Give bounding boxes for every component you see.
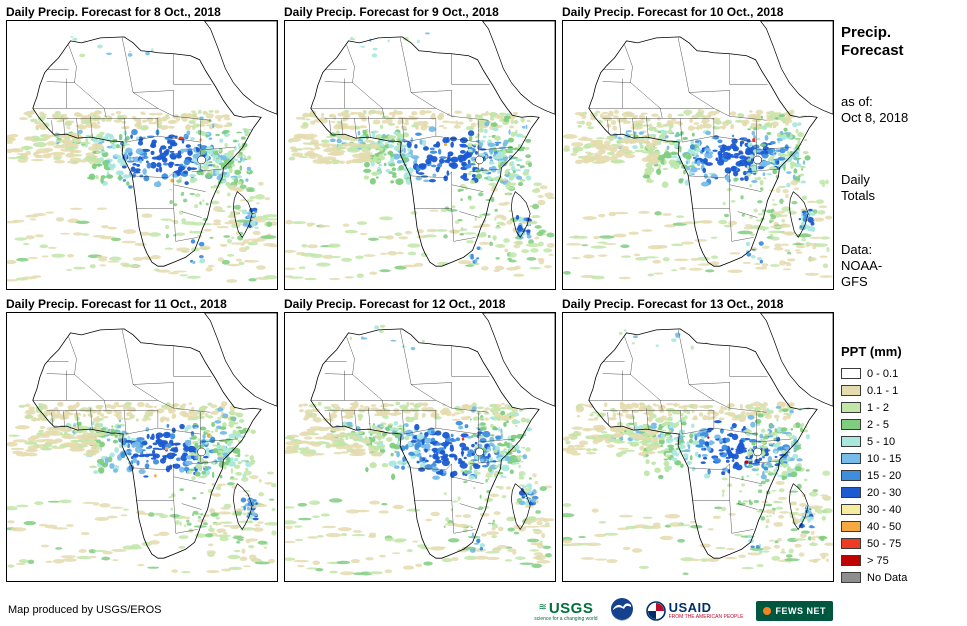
noaa-logo: [610, 597, 634, 626]
legend-label: No Data: [867, 571, 908, 584]
legend-label: 40 - 50: [867, 520, 902, 533]
africa-precip-map: [284, 20, 556, 290]
legend-items: 0 - 0.1 0.1 - 1 1 - 2 2 - 5 5 - 10 10 - 15 15 …: [841, 365, 965, 586]
legend: PPT (mm) 0 - 0.1 0.1 - 1 1 - 2 2 - 5 5 - 10 1…: [841, 344, 965, 586]
as-of-label: as of:: [841, 94, 873, 109]
africa-precip-map: [6, 20, 278, 290]
legend-swatch: [841, 521, 861, 532]
legend-item: > 75: [841, 552, 965, 569]
legend-swatch: [841, 572, 861, 583]
legend-title: PPT (mm): [841, 344, 902, 359]
usgs-logo: ≋ USGS science for a changing world: [534, 601, 597, 622]
map-panel: Daily Precip. Forecast for 10 Oct., 2018: [562, 4, 834, 290]
usaid-logo: USAID FROM THE AMERICAN PEOPLE: [645, 600, 744, 621]
legend-item: 10 - 15: [841, 450, 965, 467]
legend-swatch: [841, 453, 861, 464]
sidebar-title-line1: Precip.: [841, 24, 892, 41]
legend-label: 1 - 2: [867, 401, 890, 414]
daily-totals-block: Daily Totals: [841, 172, 963, 204]
legend-swatch: [841, 436, 861, 447]
africa-precip-map: [562, 20, 834, 290]
legend-swatch: [841, 385, 861, 396]
maps-grid: Daily Precip. Forecast for 8 Oct., 2018 …: [6, 4, 834, 582]
data-source-line1: NOAA-: [841, 258, 883, 273]
fewsnet-logo: FEWS NET: [755, 601, 833, 621]
fewsnet-globe-icon: [762, 607, 771, 615]
legend-label: 10 - 15: [867, 452, 902, 465]
map-panel: Daily Precip. Forecast for 12 Oct., 2018: [284, 296, 556, 582]
legend-item: 2 - 5: [841, 416, 965, 433]
map-title: Daily Precip. Forecast for 8 Oct., 2018: [6, 5, 221, 19]
legend-swatch: [841, 555, 861, 566]
legend-swatch: [841, 504, 861, 515]
africa-precip-map: [6, 312, 278, 582]
legend-swatch: [841, 487, 861, 498]
africa-precip-map: [284, 312, 556, 582]
legend-swatch: [841, 419, 861, 430]
usgs-wave-icon: ≋: [538, 602, 547, 613]
legend-item: 40 - 50: [841, 518, 965, 535]
data-source-label: Data:: [841, 242, 873, 257]
legend-label: 20 - 30: [867, 486, 902, 499]
legend-item: 0.1 - 1: [841, 382, 965, 399]
sidebar-title: Precip. Forecast: [841, 24, 963, 60]
map-panel: Daily Precip. Forecast for 11 Oct., 2018: [6, 296, 278, 582]
legend-label: 2 - 5: [867, 418, 890, 431]
usaid-tagline: FROM THE AMERICAN PEOPLE: [668, 614, 744, 620]
map-panel: Daily Precip. Forecast for 8 Oct., 2018: [6, 4, 278, 290]
legend-label: 50 - 75: [867, 537, 902, 550]
fewsnet-logo-text: FEWS NET: [775, 606, 826, 616]
legend-label: > 75: [867, 554, 889, 567]
usaid-logo-text: USAID: [668, 600, 712, 615]
footer: Map produced by USGS/EROS ≋ USGS science…: [6, 597, 961, 625]
map-title: Daily Precip. Forecast for 9 Oct., 2018: [284, 5, 499, 19]
legend-item: 15 - 20: [841, 467, 965, 484]
africa-map-canvas: [7, 313, 277, 581]
legend-label: 5 - 10: [867, 435, 896, 448]
legend-item: 1 - 2: [841, 399, 965, 416]
legend-item: 50 - 75: [841, 535, 965, 552]
legend-item: 30 - 40: [841, 501, 965, 518]
map-credit: Map produced by USGS/EROS: [8, 604, 162, 616]
daily-totals-line1: Daily: [841, 172, 870, 187]
noaa-emblem-icon: [610, 597, 633, 620]
map-title: Daily Precip. Forecast for 13 Oct., 2018: [562, 297, 784, 311]
africa-map-canvas: [285, 21, 555, 289]
legend-swatch: [841, 470, 861, 481]
legend-swatch: [841, 402, 861, 413]
legend-label: 0.1 - 1: [867, 384, 899, 397]
daily-totals-line2: Totals: [841, 188, 875, 203]
africa-map-canvas: [563, 21, 833, 289]
africa-map-canvas: [285, 313, 555, 581]
data-source-block: Data: NOAA- GFS: [841, 242, 963, 290]
sidebar-title-line2: Forecast: [841, 42, 904, 59]
legend-label: 15 - 20: [867, 469, 902, 482]
africa-precip-map: [562, 312, 834, 582]
data-source-line2: GFS: [841, 274, 868, 289]
africa-map-canvas: [563, 313, 833, 581]
usaid-emblem-icon: [645, 601, 666, 621]
logo-strip: ≋ USGS science for a changing world: [534, 597, 833, 626]
legend-item: 20 - 30: [841, 484, 965, 501]
map-panel: Daily Precip. Forecast for 13 Oct., 2018: [562, 296, 834, 582]
legend-item: 0 - 0.1: [841, 365, 965, 382]
map-title: Daily Precip. Forecast for 10 Oct., 2018: [562, 5, 784, 19]
map-panel: Daily Precip. Forecast for 9 Oct., 2018: [284, 4, 556, 290]
legend-swatch: [841, 368, 861, 379]
legend-swatch: [841, 538, 861, 549]
map-title: Daily Precip. Forecast for 12 Oct., 2018: [284, 297, 506, 311]
usgs-tagline: science for a changing world: [534, 615, 598, 622]
legend-item: No Data: [841, 569, 965, 586]
usgs-logo-text: USGS: [548, 599, 594, 617]
africa-map-canvas: [7, 21, 277, 289]
map-title: Daily Precip. Forecast for 11 Oct., 2018: [6, 297, 227, 311]
legend-label: 30 - 40: [867, 503, 902, 516]
legend-label: 0 - 0.1: [867, 367, 899, 380]
legend-item: 5 - 10: [841, 433, 965, 450]
as-of-block: as of: Oct 8, 2018: [841, 94, 963, 126]
sidebar: Precip. Forecast as of: Oct 8, 2018 Dail…: [841, 10, 963, 290]
as-of-date: Oct 8, 2018: [841, 110, 909, 125]
